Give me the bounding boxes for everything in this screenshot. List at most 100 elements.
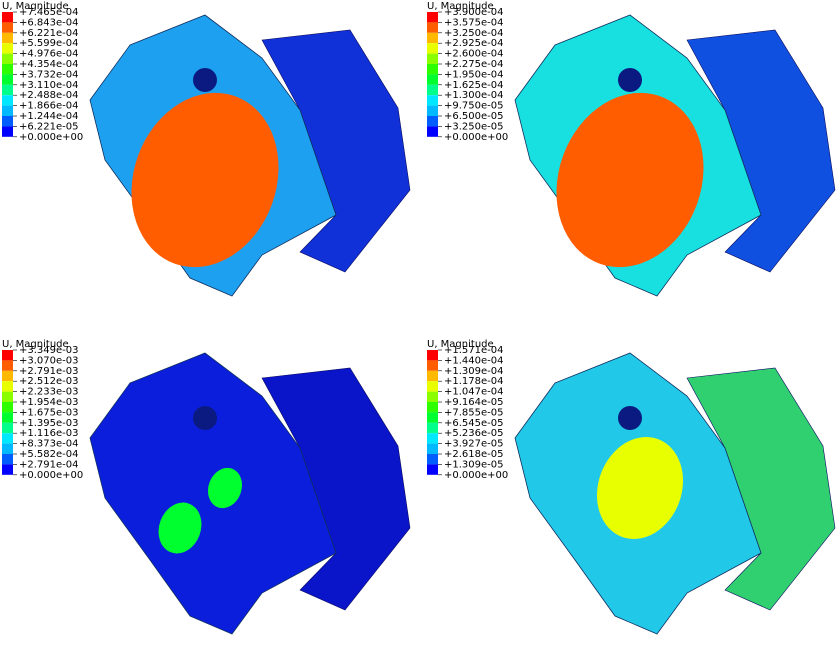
legend-swatch: [427, 391, 438, 402]
legend-swatch: [2, 84, 13, 96]
legend-label: +1.309e-04: [444, 366, 504, 377]
legend-swatch: [2, 402, 13, 413]
legend-swatch: [2, 370, 13, 382]
legend-label: +1.395e-03: [19, 418, 79, 429]
legend-label: +1.244e-04: [19, 111, 79, 122]
legend-label: +3.927e-05: [444, 439, 504, 450]
legend-swatch: [2, 43, 13, 54]
legend-label: +9.164e-05: [444, 397, 504, 408]
legend-swatch: [427, 464, 438, 475]
legend-swatch: [427, 74, 438, 85]
port: [618, 68, 642, 92]
legend-label: +1.675e-03: [19, 407, 79, 418]
legend-swatch: [427, 402, 438, 413]
legend-title: U, Magnitude: [2, 1, 69, 12]
legend-label: +1.950e-04: [444, 69, 504, 80]
legend-label: +2.618e-05: [444, 449, 504, 460]
legend-label: +2.512e-03: [19, 376, 79, 387]
legend-swatch: [2, 464, 13, 475]
legend-label: +4.976e-04: [19, 49, 79, 60]
legend-swatch: [427, 43, 438, 54]
legend-swatch: [427, 381, 438, 392]
legend-label: +5.599e-04: [19, 38, 79, 49]
legend-swatch: [2, 105, 13, 116]
port: [618, 406, 642, 430]
legend-swatch: [2, 32, 13, 44]
legend-label: +0.000e+00: [19, 132, 83, 143]
legend-swatch: [2, 381, 13, 392]
legend-swatch: [427, 360, 438, 371]
port: [193, 68, 217, 92]
legend-label: +2.791e-04: [19, 459, 79, 470]
legend-swatch: [427, 22, 438, 33]
legend-swatch: [2, 126, 13, 137]
legend-swatch: [427, 433, 438, 444]
legend-label: +1.047e-04: [444, 387, 504, 398]
legend-label: +8.373e-04: [19, 439, 79, 450]
legend-swatch: [2, 391, 13, 402]
legend-swatch: [427, 126, 438, 137]
legend-swatch: [2, 454, 13, 465]
legend-title: U, Magnitude: [2, 339, 69, 350]
legend-label: +9.750e-05: [444, 101, 504, 112]
legend-label: +3.575e-04: [444, 17, 504, 28]
legend-label: +1.116e-03: [19, 428, 79, 439]
legend-label: +7.465e-04: [19, 7, 79, 18]
legend-label: +6.545e-05: [444, 418, 504, 429]
legend-swatch: [427, 454, 438, 465]
legend-swatch: [427, 32, 438, 44]
legend-swatch: [427, 53, 438, 64]
legend-label: +2.275e-04: [444, 59, 504, 70]
legend-label: +1.954e-03: [19, 397, 79, 408]
legend-swatch: [2, 433, 13, 444]
legend-swatch: [427, 443, 438, 454]
legend-title: U, Magnitude: [427, 339, 494, 350]
legend-swatch: [2, 12, 13, 23]
legend-label: +0.000e+00: [444, 470, 508, 481]
legend-swatch: [2, 53, 13, 64]
legend-swatch: [427, 350, 438, 361]
legend-swatch: [427, 105, 438, 116]
legend-label: +2.233e-03: [19, 387, 79, 398]
legend-label: +2.791e-03: [19, 366, 79, 377]
legend-label: +1.625e-04: [444, 80, 504, 91]
legend-label: +6.221e-05: [19, 121, 79, 132]
legend-swatch: [2, 74, 13, 85]
legend-label: +3.250e-05: [444, 121, 504, 132]
legend-swatch: [427, 370, 438, 382]
legend-label: +1.866e-04: [19, 101, 79, 112]
legend-swatch: [2, 412, 13, 423]
legend-swatch: [427, 412, 438, 423]
legend-label: +3.250e-04: [444, 28, 504, 39]
legend-swatch: [427, 84, 438, 96]
legend-swatch: [2, 22, 13, 33]
legend-title: U, Magnitude: [427, 1, 494, 12]
legend-label: +1.440e-04: [444, 355, 504, 366]
legend-swatch: [427, 64, 438, 75]
legend-swatch: [427, 95, 438, 106]
legend-label: +3.732e-04: [19, 69, 79, 80]
legend-label: +0.000e+00: [19, 470, 83, 481]
legend-label: +2.600e-04: [444, 49, 504, 60]
legend-label: +4.354e-04: [19, 59, 79, 70]
legend-swatch: [2, 422, 13, 434]
legend-label: +3.070e-03: [19, 355, 79, 366]
panel: U, Magnitude+3.900e-04+3.575e-04+3.250e-…: [427, 1, 836, 297]
legend-swatch: [427, 422, 438, 434]
legend-label: +3.349e-03: [19, 345, 79, 356]
legend-swatch: [2, 64, 13, 75]
panel: U, Magnitude+3.349e-03+3.070e-03+2.791e-…: [2, 339, 411, 635]
legend-label: +1.178e-04: [444, 376, 504, 387]
legend-label: +5.582e-04: [19, 449, 79, 460]
legend-label: +2.925e-04: [444, 38, 504, 49]
port: [193, 406, 217, 430]
legend-swatch: [2, 443, 13, 454]
panel: U, Magnitude+7.465e-04+6.843e-04+6.221e-…: [2, 1, 411, 297]
contour-band: [131, 92, 279, 268]
legend-swatch: [2, 116, 13, 127]
legend-label: +3.900e-04: [444, 7, 504, 18]
panel: U, Magnitude+1.571e-04+1.440e-04+1.309e-…: [427, 339, 836, 635]
contour-band: [158, 502, 202, 554]
contour-band: [596, 437, 684, 539]
